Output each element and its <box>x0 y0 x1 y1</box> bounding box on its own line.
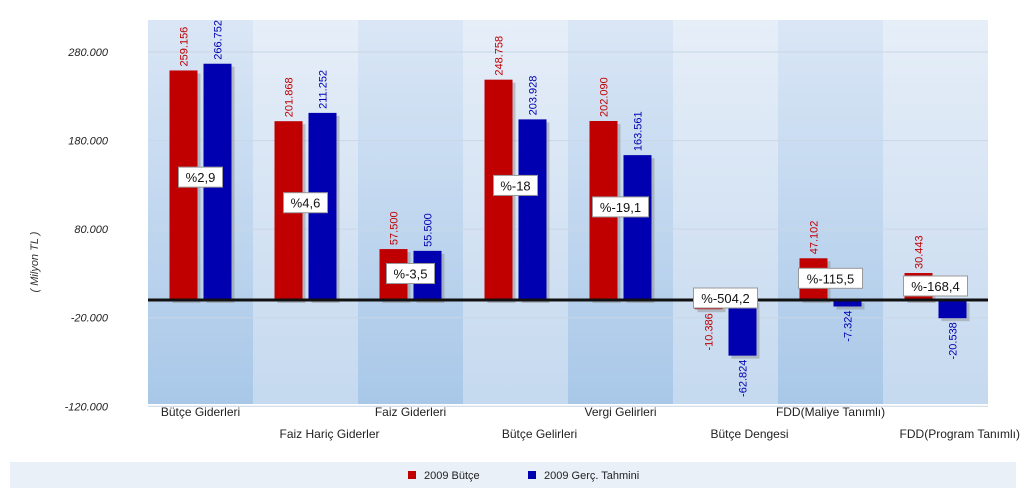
y-tick-label: 280.000 <box>67 47 109 59</box>
change-label: %-168,4 <box>911 279 959 294</box>
x-tick-label: Vergi Gelirleri <box>584 405 656 419</box>
bar-value-label: 259.156 <box>179 27 191 67</box>
category-band <box>358 20 463 404</box>
bar-value-label: -20.538 <box>948 322 960 359</box>
bar-value-label: 203.928 <box>528 76 540 116</box>
y-axis-label: ( Milyon TL ) <box>29 231 41 292</box>
change-label: %-504,2 <box>701 291 749 306</box>
bar-value-label: -62.824 <box>738 360 750 397</box>
bar-value-label: 55.500 <box>423 213 435 247</box>
x-tick-label: Bütçe Giderleri <box>161 405 240 419</box>
change-label-box <box>903 275 968 297</box>
legend-background <box>10 462 1016 488</box>
category-band <box>148 20 253 404</box>
bar-2009-gerc-tahmini <box>728 300 757 356</box>
legend-swatch <box>528 471 536 479</box>
bar-value-label: 202.090 <box>599 77 611 117</box>
x-tick-label: Bütçe Gelirleri <box>502 427 577 441</box>
y-tick-label: -120.000 <box>65 401 109 413</box>
change-label: %2,9 <box>186 170 216 185</box>
bar-value-label: 163.561 <box>633 111 645 151</box>
change-label-box <box>798 267 863 289</box>
y-tick-label: -20.000 <box>71 313 109 325</box>
legend-swatch <box>408 471 416 479</box>
change-label-box <box>493 174 538 196</box>
bar-2009-gerc-tahmini <box>833 300 862 307</box>
bar-value-label: 201.868 <box>284 77 296 117</box>
x-tick-label: Faiz Hariç Giderler <box>279 427 379 441</box>
x-tick-label: FDD(Program Tanımlı) <box>900 427 1020 441</box>
bar-value-label: 47.102 <box>809 221 821 255</box>
legend-label: 2009 Bütçe <box>424 470 480 482</box>
change-label: %4,6 <box>291 196 321 211</box>
category-band <box>778 20 883 404</box>
bar-value-label: 30.443 <box>914 235 926 269</box>
change-label: %-19,1 <box>600 200 641 215</box>
change-label: %-115,5 <box>807 271 854 286</box>
bar-value-label: -7.324 <box>843 310 855 341</box>
change-label: %-18 <box>500 178 530 193</box>
bar-value-label: 266.752 <box>213 20 225 60</box>
legend-label: 2009 Gerç. Tahmini <box>544 470 639 482</box>
y-tick-label: 180.000 <box>68 136 109 148</box>
change-label-box <box>178 166 223 188</box>
bar-2009-gerc-tahmini <box>938 300 967 319</box>
bar-2009-gerc-tahmini <box>518 119 547 301</box>
change-label-box <box>283 192 328 214</box>
bar-value-label: -10.386 <box>704 313 716 350</box>
x-tick-label: Faiz Giderleri <box>375 405 446 419</box>
x-tick-label: FDD(Maliye Tanımlı) <box>776 405 885 419</box>
change-label-box <box>693 287 758 309</box>
bar-value-label: 57.500 <box>389 211 401 245</box>
bar-value-label: 211.252 <box>318 70 330 109</box>
change-label-box <box>386 263 435 285</box>
y-tick-label: 80.000 <box>74 224 109 236</box>
x-tick-label: Bütçe Dengesi <box>710 427 788 441</box>
change-label: %-3,5 <box>394 267 428 282</box>
bar-value-label: 248.758 <box>494 36 506 76</box>
change-label-box <box>592 196 649 218</box>
bar-2009-gerc-tahmini <box>623 155 652 300</box>
